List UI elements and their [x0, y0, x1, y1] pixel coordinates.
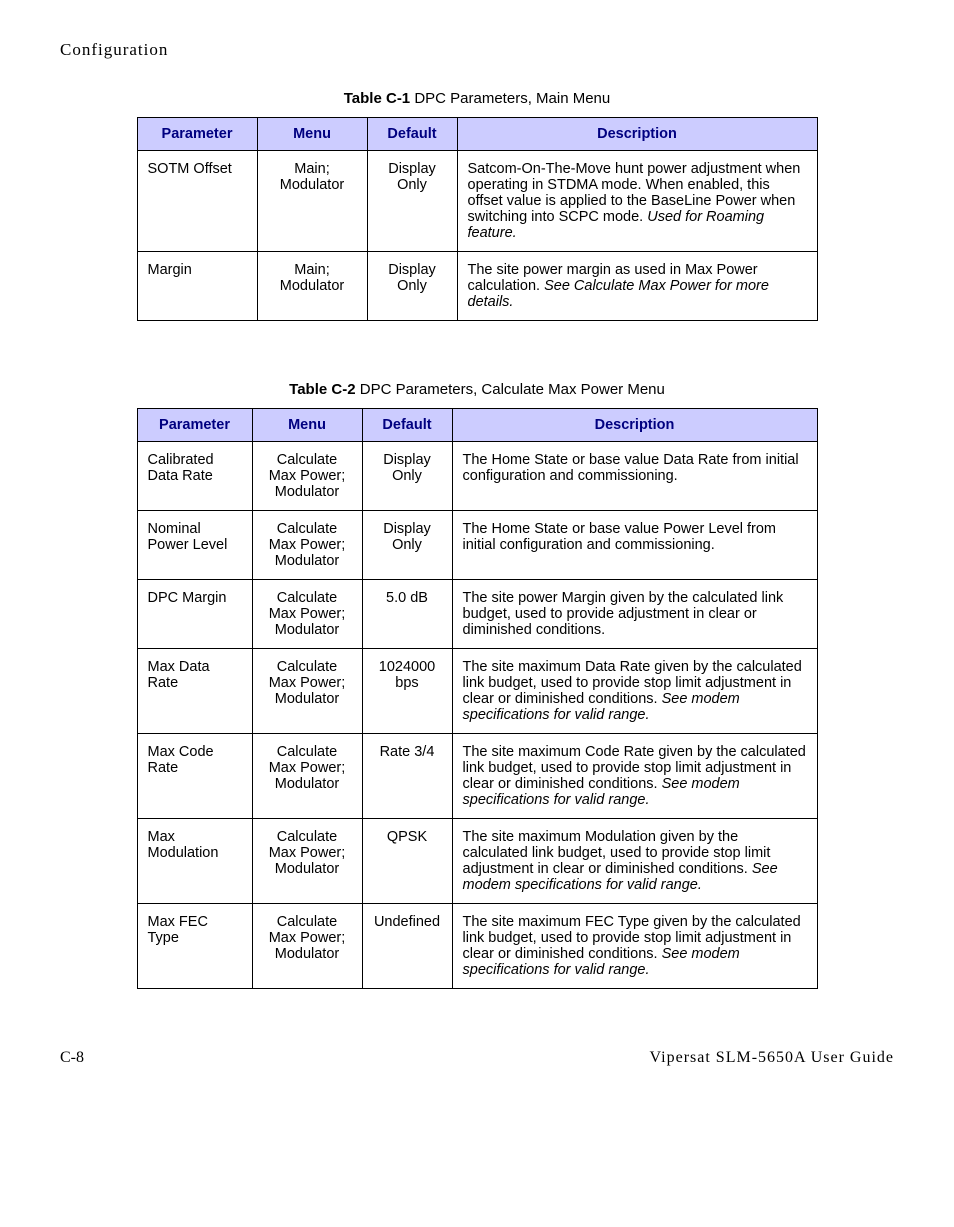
cell-parameter: Max Data Rate [137, 649, 252, 734]
cell-default: DisplayOnly [362, 442, 452, 511]
cell-parameter: Nominal Power Level [137, 511, 252, 580]
cell-menu: CalculateMax Power;Modulator [252, 580, 362, 649]
table-row: MarginMain;ModulatorDisplayOnlyThe site … [137, 252, 817, 321]
cell-description: The site maximum Data Rate given by the … [452, 649, 817, 734]
cell-default: DisplayOnly [362, 511, 452, 580]
table-row: Calibrated Data RateCalculateMax Power;M… [137, 442, 817, 511]
footer-right: Vipersat SLM-5650A User Guide [650, 1049, 894, 1067]
cell-menu: CalculateMax Power;Modulator [252, 511, 362, 580]
cell-parameter: Calibrated Data Rate [137, 442, 252, 511]
table-row: Nominal Power LevelCalculateMax Power;Mo… [137, 511, 817, 580]
table-row: Max Data RateCalculateMax Power;Modulato… [137, 649, 817, 734]
cell-menu: Main;Modulator [257, 252, 367, 321]
table1: ParameterMenuDefaultDescriptionSOTM Offs… [137, 117, 818, 321]
cell-parameter: SOTM Offset [137, 151, 257, 252]
table2-caption-rest: DPC Parameters, Calculate Max Power Menu [356, 381, 665, 398]
cell-parameter: Margin [137, 252, 257, 321]
cell-default: 1024000bps [362, 649, 452, 734]
page-header: Configuration [60, 40, 894, 60]
cell-default: Rate 3/4 [362, 734, 452, 819]
cell-description: The Home State or base value Power Level… [452, 511, 817, 580]
column-header: Parameter [137, 118, 257, 151]
column-header: Menu [257, 118, 367, 151]
column-header: Default [367, 118, 457, 151]
page-footer: C-8 Vipersat SLM-5650A User Guide [60, 1049, 894, 1067]
cell-description: The site maximum Modulation given by the… [452, 819, 817, 904]
cell-menu: CalculateMax Power;Modulator [252, 734, 362, 819]
cell-parameter: DPC Margin [137, 580, 252, 649]
cell-default: QPSK [362, 819, 452, 904]
cell-description: The Home State or base value Data Rate f… [452, 442, 817, 511]
cell-default: DisplayOnly [367, 151, 457, 252]
column-header: Menu [252, 409, 362, 442]
cell-default: Undefined [362, 904, 452, 989]
cell-default: 5.0 dB [362, 580, 452, 649]
cell-parameter: Max FEC Type [137, 904, 252, 989]
cell-menu: CalculateMax Power;Modulator [252, 442, 362, 511]
column-header: Description [457, 118, 817, 151]
table2-caption-bold: Table C-2 [289, 381, 355, 398]
cell-menu: CalculateMax Power;Modulator [252, 819, 362, 904]
table1-caption-rest: DPC Parameters, Main Menu [410, 90, 610, 107]
column-header: Parameter [137, 409, 252, 442]
cell-description: The site maximum FEC Type given by the c… [452, 904, 817, 989]
cell-parameter: Max Modulation [137, 819, 252, 904]
cell-description: The site power Margin given by the calcu… [452, 580, 817, 649]
table-row: Max ModulationCalculateMax Power;Modulat… [137, 819, 817, 904]
table-row: Max Code RateCalculateMax Power;Modulato… [137, 734, 817, 819]
table2: ParameterMenuDefaultDescriptionCalibrate… [137, 408, 818, 989]
cell-description: Satcom-On-The-Move hunt power adjustment… [457, 151, 817, 252]
cell-default: DisplayOnly [367, 252, 457, 321]
table-row: Max FEC TypeCalculateMax Power;Modulator… [137, 904, 817, 989]
table-row: DPC MarginCalculateMax Power;Modulator5.… [137, 580, 817, 649]
table2-caption: Table C-2 DPC Parameters, Calculate Max … [60, 381, 894, 398]
cell-menu: CalculateMax Power;Modulator [252, 904, 362, 989]
column-header: Default [362, 409, 452, 442]
table1-caption-bold: Table C-1 [344, 90, 410, 107]
cell-menu: Main;Modulator [257, 151, 367, 252]
cell-parameter: Max Code Rate [137, 734, 252, 819]
table1-caption: Table C-1 DPC Parameters, Main Menu [60, 90, 894, 107]
cell-menu: CalculateMax Power;Modulator [252, 649, 362, 734]
cell-description: The site maximum Code Rate given by the … [452, 734, 817, 819]
footer-left: C-8 [60, 1049, 84, 1067]
table-row: SOTM OffsetMain;ModulatorDisplayOnlySatc… [137, 151, 817, 252]
column-header: Description [452, 409, 817, 442]
cell-description: The site power margin as used in Max Pow… [457, 252, 817, 321]
